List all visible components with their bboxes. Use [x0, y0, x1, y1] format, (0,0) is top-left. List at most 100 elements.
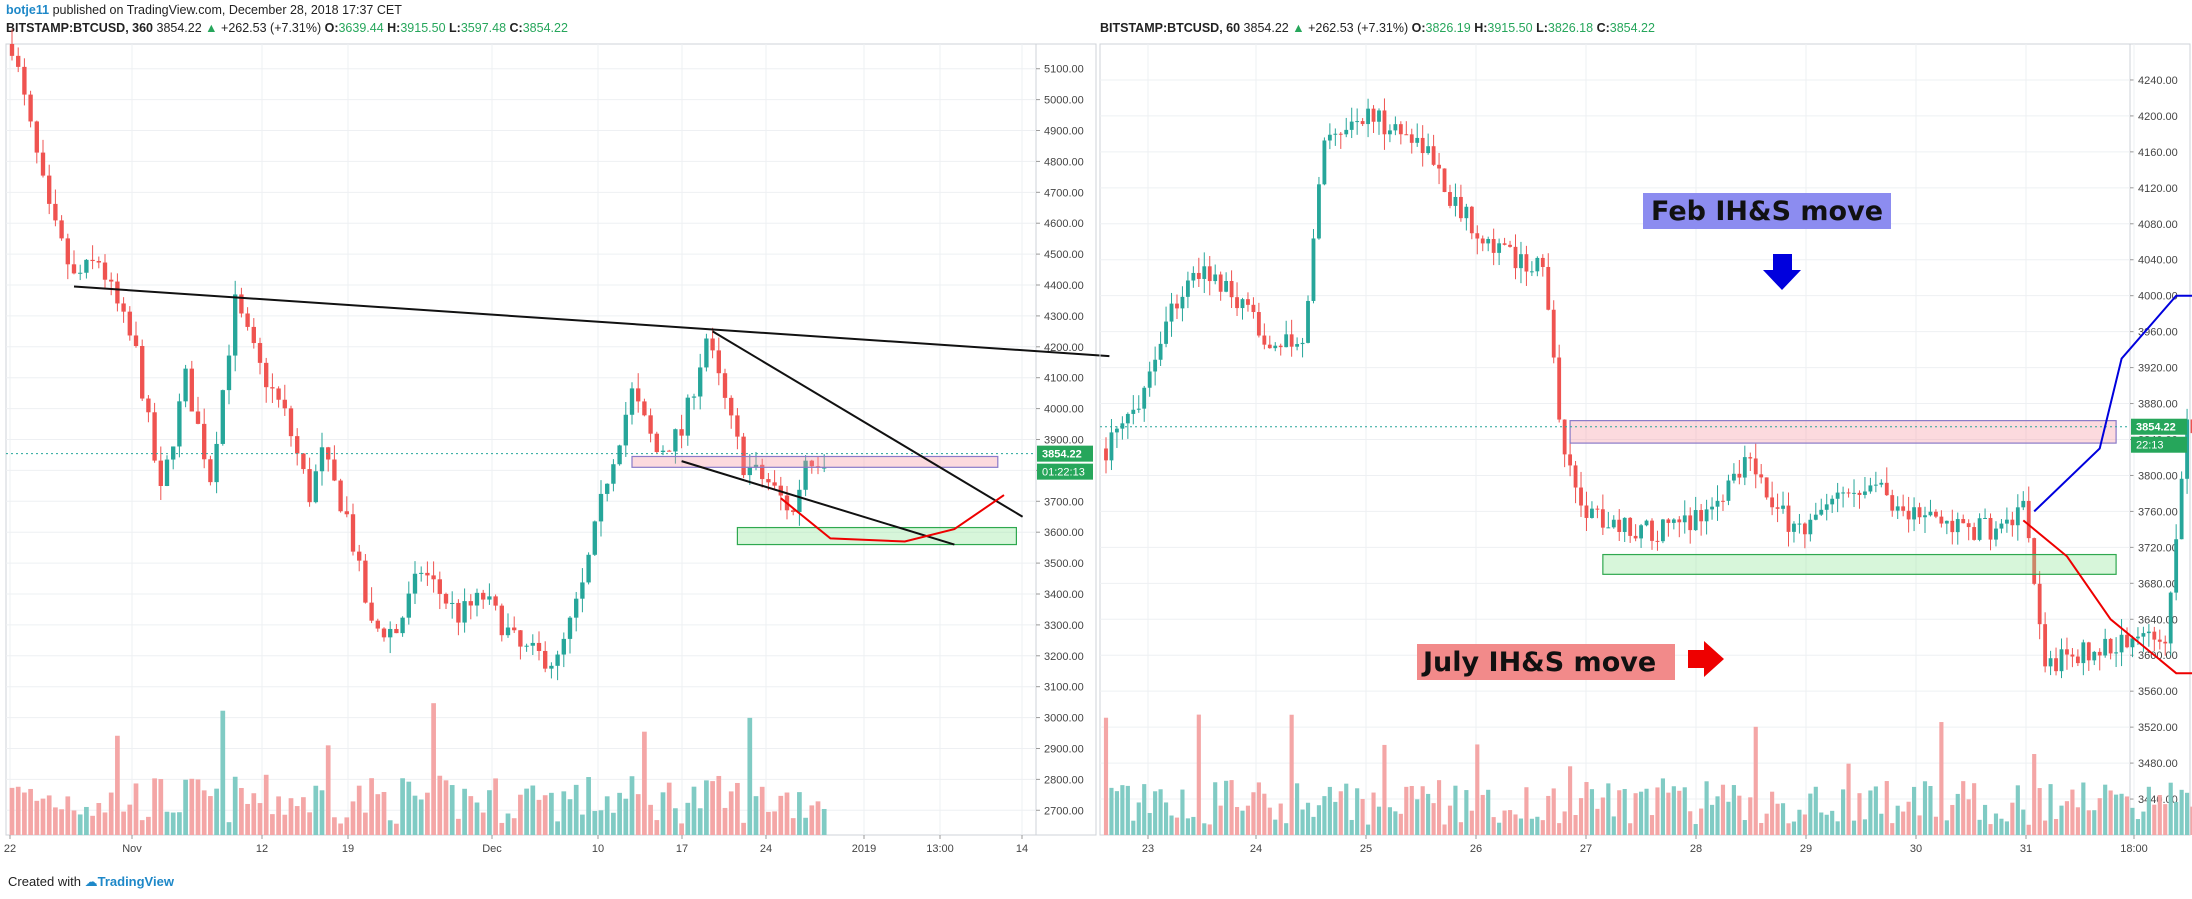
right-volume-bar [1436, 780, 1442, 835]
right-candle [1366, 108, 1370, 125]
right-volume-bar [1912, 786, 1917, 835]
right-volume-bar [1245, 805, 1251, 835]
left-candle [598, 493, 604, 522]
right-volume-bar [1327, 786, 1332, 835]
left-y-tick-label: 3300.00 [1044, 620, 1084, 632]
right-volume-bar [1726, 801, 1731, 835]
right-volume-bar [2174, 801, 2179, 835]
left-candle [456, 602, 461, 623]
left-volume-bar [642, 731, 647, 835]
left-candle [512, 627, 517, 631]
left-volume-bar [815, 801, 821, 835]
left-candle [257, 343, 263, 363]
left-volume-bar [456, 818, 461, 835]
right-candle [1584, 505, 1589, 518]
right-y-tick-label: 4120.00 [2138, 183, 2178, 195]
right-volume-bar [1524, 787, 1529, 835]
left-candle [722, 373, 728, 398]
left-volume-bar [449, 785, 455, 835]
right-candle [1344, 129, 1349, 135]
left-candle [189, 368, 194, 412]
left-candle [375, 620, 380, 629]
right-volume-bar [1808, 793, 1813, 835]
right-volume-bar [1628, 823, 1633, 835]
left-volume-bar [108, 792, 114, 835]
left-candle [431, 575, 436, 580]
right-y-tick-label: 3520.00 [2138, 722, 2178, 734]
right-volume-bar [1442, 824, 1447, 835]
right-price-tag: 3854.22 [2136, 422, 2176, 434]
left-volume-bar [635, 794, 641, 835]
right-candle [1666, 519, 1671, 523]
right-volume-bar [2108, 790, 2113, 835]
feb-label-bg [1643, 193, 1891, 229]
left-y-tick-label: 4600.00 [1044, 218, 1084, 230]
left-x-tick-label: 19 [342, 843, 354, 855]
right-volume-bar [1944, 820, 1949, 835]
right-volume-bar [1666, 792, 1671, 835]
left-volume-bar [325, 745, 331, 835]
left-low-label: L: [449, 21, 461, 35]
right-candle [1988, 517, 1993, 540]
left-candle [195, 411, 201, 424]
right-volume-bar [1709, 804, 1715, 835]
left-candle [654, 433, 659, 452]
right-candle [1142, 387, 1147, 409]
left-volume-bar [759, 786, 765, 835]
left-trendline [681, 460, 955, 546]
right-x-tick-label: 28 [1690, 843, 1702, 855]
right-candle [1306, 300, 1310, 343]
right-candle [2010, 519, 2015, 526]
right-volume-bar [1573, 815, 1578, 835]
right-volume-bar [2124, 796, 2130, 835]
left-candle [753, 464, 759, 468]
left-x-tick-label: 24 [760, 843, 772, 855]
right-volume-bar [1420, 786, 1425, 835]
right-volume-bar [1830, 810, 1835, 835]
left-x-tick-label: Dec [482, 843, 502, 855]
left-volume-bar [226, 822, 232, 835]
right-volume-bar [1857, 793, 1862, 835]
right-volume-bar [1999, 818, 2004, 835]
right-candle [1382, 110, 1387, 135]
right-x-tick-label: 26 [1470, 843, 1482, 855]
right-volume-bar [1649, 815, 1655, 835]
right-candle [1300, 342, 1305, 345]
left-candle [78, 272, 83, 274]
left-volume-bar [270, 814, 275, 835]
right-candle [2103, 638, 2108, 656]
up-arrow-icon: ▲ [205, 21, 218, 35]
right-candle [1661, 519, 1665, 542]
right-symbol: BITSTAMP:BTCUSD [1100, 21, 1220, 35]
author-link[interactable]: botje11 [6, 3, 50, 17]
left-volume-bar [102, 812, 108, 835]
left-volume-bar [53, 807, 58, 835]
right-candle [1491, 238, 1496, 253]
left-support-zone [736, 526, 1018, 546]
left-volume-bar [716, 775, 722, 835]
right-candle [1753, 458, 1758, 475]
right-candle [1895, 506, 1900, 511]
footer-brand[interactable]: TradingView [97, 874, 174, 889]
right-candle [1868, 485, 1873, 492]
right-candle [2054, 658, 2058, 672]
right-candle [1852, 492, 1856, 494]
right-volume-bar [1639, 791, 1644, 835]
left-volume-bar [158, 779, 164, 835]
right-volume-bar [1955, 793, 1960, 835]
right-volume-bar [1748, 797, 1753, 835]
right-volume-bar [1617, 790, 1622, 835]
right-candle [2125, 634, 2129, 648]
right-volume-bar [1295, 783, 1300, 835]
right-candle [1879, 482, 1884, 485]
left-candle [208, 459, 213, 483]
left-candle [344, 511, 349, 515]
left-projection-curve [780, 494, 1005, 543]
right-candle [2059, 649, 2064, 672]
left-volume-bar [573, 784, 579, 835]
right-candle [1175, 303, 1179, 309]
left-volume-bar [71, 810, 77, 835]
left-volume-bar [46, 795, 52, 835]
right-candle [1726, 480, 1731, 501]
